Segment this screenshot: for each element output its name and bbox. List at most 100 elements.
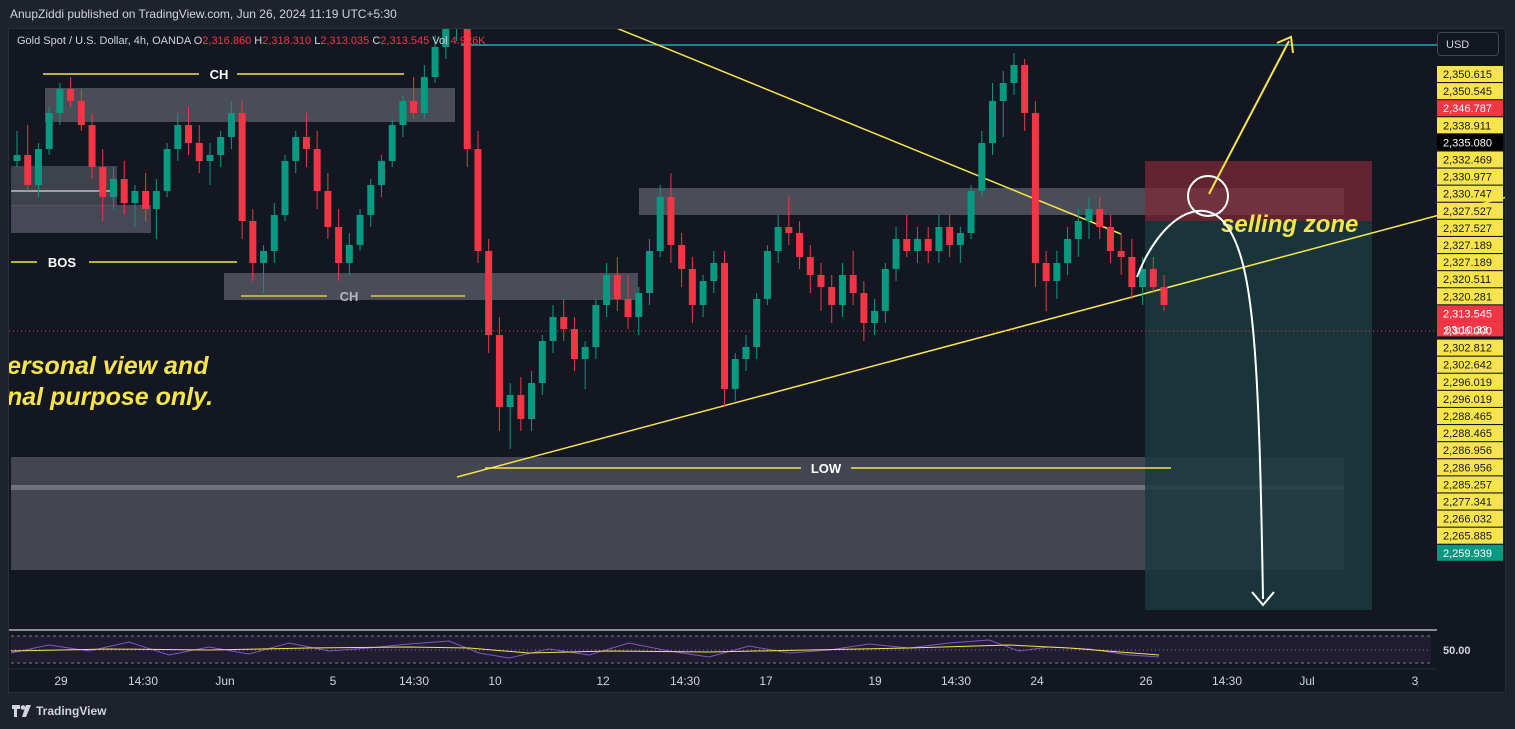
candle-body	[892, 239, 900, 269]
candle-body	[195, 143, 203, 161]
candle-body	[903, 239, 911, 251]
price-label-box	[1437, 202, 1503, 219]
price-label: 2,288.465	[1443, 428, 1492, 440]
bullish-projection-arrow	[1208, 40, 1290, 195]
price-axis[interactable]: 2,350.615 2,350.545 2,346.787 2,338.911 2,33…	[1437, 66, 1503, 561]
price-label-box	[1437, 185, 1503, 202]
time-tick-label: 14:30	[1212, 674, 1242, 688]
chart-panel[interactable]: CH BOS CH LOW selling zone ersonal view …	[8, 28, 1506, 693]
candle-body	[206, 155, 214, 161]
candle-body	[431, 47, 439, 77]
candle-body	[538, 341, 546, 383]
price-label-box	[1437, 339, 1503, 356]
rsi-line	[10, 639, 1160, 659]
candle-body	[1085, 209, 1093, 221]
candle-body	[635, 293, 643, 317]
price-label: 2,296.019	[1443, 394, 1492, 406]
candle-body	[1074, 221, 1082, 239]
candle-body	[645, 251, 653, 293]
candle-body	[120, 179, 128, 203]
candle-body	[1139, 269, 1147, 287]
time-tick-label: 29	[54, 674, 68, 688]
price-label: 2,285.257	[1443, 479, 1492, 491]
bearish-arrow-head	[1251, 591, 1275, 607]
candle-body	[785, 227, 793, 233]
time-tick-label: 19	[868, 674, 882, 688]
zone-left-lower	[11, 205, 151, 233]
ch-top-label: CH	[210, 67, 229, 82]
candle-body	[474, 149, 482, 251]
candle-body	[399, 101, 407, 125]
time-tick-label: 24	[1030, 674, 1044, 688]
time-tick-label: Jun	[215, 674, 234, 688]
candle-body	[463, 29, 471, 149]
candle-body	[924, 239, 932, 251]
candle-body	[763, 251, 771, 299]
candle-body	[860, 293, 868, 323]
time-tick-label: Jul	[1299, 674, 1314, 688]
candle-body	[13, 155, 21, 161]
time-axis[interactable]: 29 14:30 Jun 5 14:30 10 12 14:30 17 19 14:30 24 26 14…	[54, 674, 1418, 688]
candle-body	[881, 269, 889, 311]
price-label: 2,265.885	[1443, 531, 1492, 543]
price-label-box	[1437, 356, 1503, 373]
price-label: 2,302.642	[1443, 360, 1492, 372]
candle-body	[678, 245, 686, 269]
price-label-box	[1437, 168, 1503, 185]
bullish-arrow-head	[1276, 35, 1294, 54]
open-value: 2,316.860	[202, 35, 252, 47]
candle-body	[753, 299, 761, 347]
candle-body	[77, 101, 85, 125]
close-value: 2,313.545	[380, 35, 430, 47]
candle-body	[420, 77, 428, 113]
price-chart[interactable]: CH BOS CH LOW selling zone ersonal view …	[9, 29, 1506, 693]
price-label-box	[1437, 254, 1503, 271]
tradingview-logo[interactable]: TradingView	[12, 704, 106, 718]
candle-body	[710, 263, 718, 281]
candle-body	[324, 191, 332, 227]
time-tick-label: 14:30	[941, 674, 971, 688]
candle-body	[603, 275, 611, 305]
price-label-box	[1437, 237, 1503, 253]
selling-zone-label: selling zone	[1221, 211, 1358, 238]
candle-body	[163, 149, 171, 191]
time-tick-label: 26	[1139, 674, 1153, 688]
price-label: 2,338.911	[1443, 120, 1491, 132]
candle-body	[24, 155, 32, 185]
candle-body	[410, 101, 418, 113]
candle-body	[217, 137, 225, 155]
price-label: 2,286.956	[1443, 445, 1492, 457]
candle-body	[1106, 227, 1114, 251]
price-label: 2,327.527	[1443, 223, 1492, 235]
price-label: 2,330.747	[1443, 189, 1492, 201]
bos-label: BOS	[48, 255, 77, 270]
candle-body	[281, 161, 289, 215]
price-label-box	[1437, 527, 1503, 544]
price-label: 2,350.615	[1443, 69, 1492, 81]
price-label-box	[1437, 66, 1503, 82]
candle-body	[871, 311, 879, 323]
time-tick-label: 5	[330, 674, 337, 688]
time-tick-label: 14:30	[399, 674, 429, 688]
candle-body	[335, 227, 343, 263]
candle-body	[238, 113, 246, 221]
price-label-box	[1437, 425, 1503, 442]
price-label-box	[1437, 493, 1503, 510]
candle-body	[442, 29, 450, 47]
candle-body	[142, 191, 150, 209]
rsi-value-label: 50.00	[1443, 645, 1471, 657]
candle-body	[67, 89, 75, 101]
price-label: 2,327.189	[1443, 240, 1492, 252]
candle-body	[131, 191, 139, 203]
currency-button[interactable]: USD	[1437, 32, 1499, 56]
high-value: 2,318.310	[262, 35, 312, 47]
candle-body	[1031, 113, 1039, 263]
candle-body	[1053, 263, 1061, 281]
time-tick-label: 14:30	[670, 674, 700, 688]
countdown-box	[1437, 321, 1503, 337]
price-label-box	[1437, 442, 1503, 459]
candle-body	[377, 161, 385, 185]
price-label: 2,306.000	[1443, 326, 1492, 338]
symbol-legend: Gold Spot / U.S. Dollar, 4h, OANDA O2,31…	[17, 35, 486, 47]
candle-body	[817, 275, 825, 287]
